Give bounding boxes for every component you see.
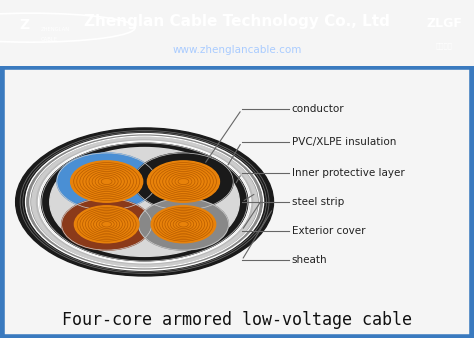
Text: ZHENGLAN: ZHENGLAN <box>40 27 69 32</box>
Text: Inner protective layer: Inner protective layer <box>292 168 404 178</box>
Circle shape <box>36 140 253 264</box>
Circle shape <box>147 161 219 202</box>
Circle shape <box>74 206 139 243</box>
Text: sheath: sheath <box>292 256 327 265</box>
Circle shape <box>50 147 239 257</box>
Text: Zhenglan Cable Technology Co., Ltd: Zhenglan Cable Technology Co., Ltd <box>84 14 390 29</box>
Text: Z: Z <box>19 18 30 32</box>
Circle shape <box>41 143 248 261</box>
Text: www.zhenglancable.com: www.zhenglancable.com <box>173 45 301 55</box>
Text: conductor: conductor <box>292 104 344 115</box>
Circle shape <box>16 128 273 276</box>
Circle shape <box>32 137 257 267</box>
Circle shape <box>138 198 228 250</box>
Circle shape <box>0 13 135 42</box>
Text: Exterior cover: Exterior cover <box>292 225 365 236</box>
Circle shape <box>57 153 156 210</box>
Text: Four-core armored low-voltage cable: Four-core armored low-voltage cable <box>62 311 412 329</box>
Circle shape <box>71 161 143 202</box>
Circle shape <box>62 198 152 250</box>
Text: ZLGF: ZLGF <box>427 17 463 29</box>
Circle shape <box>151 206 216 243</box>
Circle shape <box>27 135 262 269</box>
Circle shape <box>134 153 233 210</box>
Text: PVC/XLPE insulation: PVC/XLPE insulation <box>292 137 396 147</box>
Text: 知德股份: 知德股份 <box>436 43 453 49</box>
Text: CABLE: CABLE <box>40 37 57 42</box>
Text: steel strip: steel strip <box>292 197 344 207</box>
